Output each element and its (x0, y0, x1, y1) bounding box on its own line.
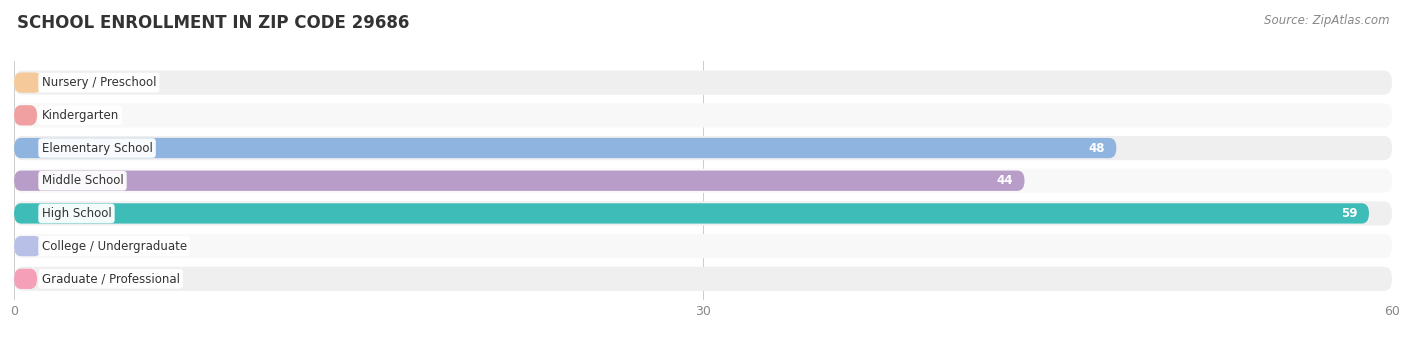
FancyBboxPatch shape (14, 203, 1369, 224)
Text: 0: 0 (60, 240, 67, 253)
FancyBboxPatch shape (14, 103, 1392, 128)
Text: Nursery / Preschool: Nursery / Preschool (42, 76, 156, 89)
Text: 44: 44 (997, 174, 1012, 187)
FancyBboxPatch shape (14, 105, 37, 125)
Text: High School: High School (42, 207, 111, 220)
Text: 59: 59 (1341, 207, 1358, 220)
FancyBboxPatch shape (14, 201, 1392, 225)
FancyBboxPatch shape (14, 169, 1392, 193)
FancyBboxPatch shape (14, 267, 1392, 291)
FancyBboxPatch shape (14, 269, 37, 289)
Text: Elementary School: Elementary School (42, 142, 152, 154)
Text: SCHOOL ENROLLMENT IN ZIP CODE 29686: SCHOOL ENROLLMENT IN ZIP CODE 29686 (17, 14, 409, 32)
FancyBboxPatch shape (14, 138, 1116, 158)
FancyBboxPatch shape (14, 234, 1392, 258)
Text: 0: 0 (60, 76, 67, 89)
FancyBboxPatch shape (14, 236, 42, 256)
Text: Graduate / Professional: Graduate / Professional (42, 272, 180, 285)
FancyBboxPatch shape (14, 170, 1025, 191)
FancyBboxPatch shape (14, 73, 42, 93)
Text: College / Undergraduate: College / Undergraduate (42, 240, 187, 253)
Text: Source: ZipAtlas.com: Source: ZipAtlas.com (1264, 14, 1389, 27)
Text: 1: 1 (55, 272, 63, 285)
FancyBboxPatch shape (14, 136, 1392, 160)
FancyBboxPatch shape (14, 71, 1392, 95)
Text: 1: 1 (55, 109, 63, 122)
Text: Middle School: Middle School (42, 174, 124, 187)
Text: Kindergarten: Kindergarten (42, 109, 120, 122)
Text: 48: 48 (1088, 142, 1105, 154)
